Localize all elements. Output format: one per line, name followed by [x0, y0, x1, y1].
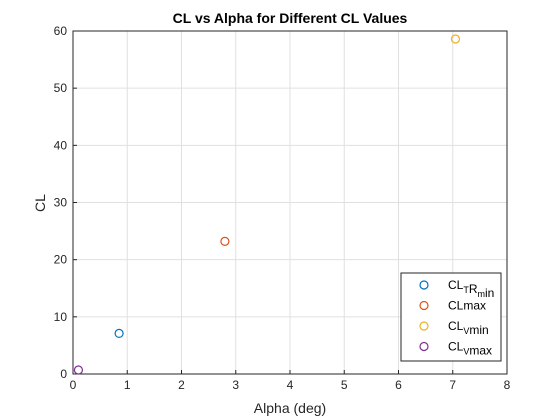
x-tick-label: 3 [232, 378, 239, 392]
legend-marker [419, 341, 429, 352]
legend-label: CLVmax [448, 340, 492, 358]
legend-box [400, 272, 502, 362]
chart-title: CL vs Alpha for Different CL Values [173, 10, 408, 26]
y-tick-label: 30 [54, 196, 68, 210]
y-tick-label: 50 [54, 81, 68, 95]
y-tick-label: 0 [60, 367, 67, 381]
x-tick-label: 4 [287, 378, 294, 392]
legend-label: CLmax [448, 299, 486, 313]
y-axis-label: CL [32, 194, 48, 212]
y-tick-label: 40 [54, 138, 68, 152]
x-tick-label: 7 [449, 378, 456, 392]
y-tick-label: 10 [54, 310, 68, 324]
data-point [450, 34, 461, 44]
data-point [73, 365, 84, 375]
data-point [114, 328, 124, 339]
x-tick-label: 8 [504, 378, 511, 392]
x-axis-label: Alpha (deg) [254, 400, 326, 416]
legend-marker [419, 280, 429, 290]
x-tick-label: 2 [178, 378, 185, 392]
legend-label: CLTRmin [448, 278, 494, 300]
data-points [73, 34, 461, 375]
legend-label: CLVmin [448, 319, 489, 337]
x-tick-label: 6 [395, 378, 402, 392]
legend-marker [419, 300, 429, 311]
x-tick-label: 1 [124, 378, 131, 392]
axes-box [72, 30, 508, 375]
y-tick-label: 60 [54, 24, 68, 38]
data-point [220, 236, 230, 246]
x-tick-label: 0 [70, 378, 77, 392]
x-tick-label: 5 [341, 378, 348, 392]
y-tick-label: 20 [54, 253, 68, 267]
legend-marker [419, 321, 429, 331]
